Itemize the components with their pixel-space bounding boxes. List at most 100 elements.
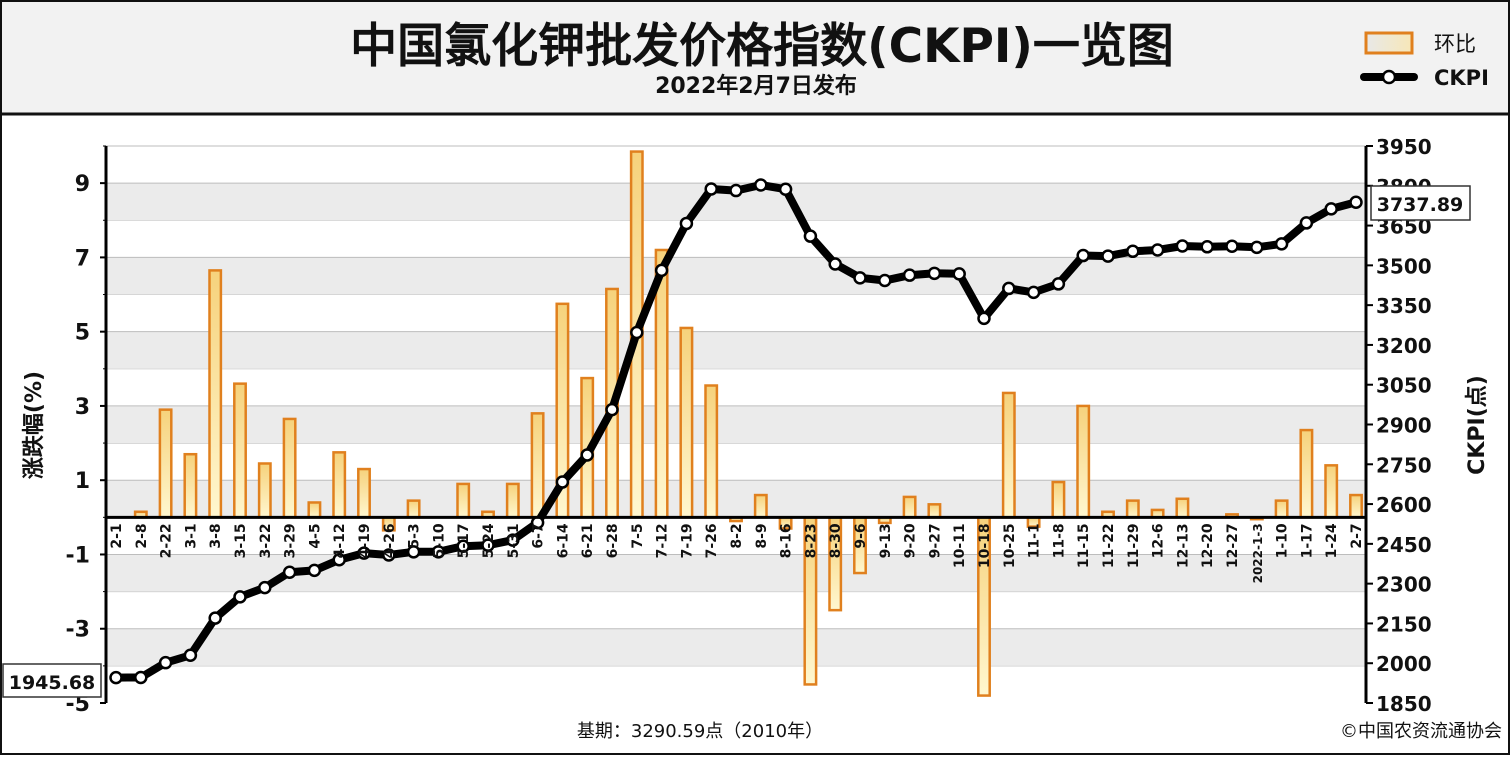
bar: [704, 384, 719, 519]
grid-band: [106, 405, 1366, 444]
chart-subtitle: 2022年2月7日发布: [655, 73, 857, 99]
x-tick-label: 2-1: [109, 523, 125, 548]
ckpi-point: [208, 611, 222, 625]
x-tick-label: 6-7: [531, 523, 547, 548]
ckpi-point: [1076, 248, 1090, 263]
y-right-tick-label: 2900: [1376, 414, 1432, 438]
ckpi-point: [729, 183, 743, 198]
x-tick-label: 6-21: [580, 523, 596, 558]
x-tick-label: 9-13: [878, 523, 894, 558]
x-tick-label: 4-12: [332, 523, 348, 558]
y-right-tick-label: 3050: [1376, 374, 1432, 398]
x-tick-label: 4-5: [307, 523, 323, 548]
line-series: [109, 178, 1363, 685]
bar: [902, 495, 917, 519]
ckpi-point: [406, 545, 421, 559]
ckpi-point: [183, 648, 198, 663]
bar: [158, 408, 173, 519]
ckpi-point: [853, 271, 867, 285]
x-tick-label: 5-3: [407, 523, 423, 548]
bar: [307, 501, 322, 519]
bar: [530, 412, 545, 519]
y-axis-left-title: 涨跌幅(%): [22, 371, 47, 479]
x-tick-label: 12-13: [1175, 523, 1191, 568]
y-right-tick-label: 3500: [1376, 254, 1432, 278]
ckpi-point: [1026, 285, 1041, 300]
ckpi-point: [1349, 195, 1363, 210]
x-tick-label: 7-26: [704, 523, 720, 558]
x-tick-label: 8-9: [754, 523, 770, 548]
ckpi-point: [233, 590, 247, 604]
first-value-label: 1945.68: [9, 672, 96, 694]
bar: [456, 482, 471, 519]
bar: [406, 499, 421, 519]
ckpi-point: [1101, 249, 1115, 263]
x-tick-label: 11-8: [1051, 523, 1067, 558]
bar: [208, 269, 223, 519]
ckpi-point: [654, 263, 669, 278]
x-tick-label: 1-10: [1275, 523, 1291, 558]
ckpi-point: [481, 538, 495, 552]
grid-band: [106, 628, 1366, 666]
ckpi-point: [1126, 244, 1140, 259]
x-tick-label: 9-20: [903, 523, 919, 558]
last-value-box: [1370, 185, 1471, 221]
ckpi-point: [1002, 281, 1016, 296]
ckpi-point: [927, 266, 942, 281]
x-tick-label: 7-19: [679, 523, 695, 558]
legend-line-label: CKPI: [1434, 66, 1489, 90]
x-tick-label: 10-11: [952, 523, 968, 568]
bar: [927, 503, 942, 519]
y-right-tick-label: 1850: [1376, 692, 1432, 716]
ckpi-point: [307, 563, 322, 578]
chart-title: 中国氯化钾批发价格指数(CKPI)一览图: [350, 19, 1174, 74]
y-left-tick-label: -3: [66, 618, 90, 643]
x-tick-label: 7-12: [655, 523, 671, 558]
copyright-note: ©中国农资流通协会: [1340, 721, 1502, 742]
x-tick-label: 6-28: [605, 523, 621, 558]
x-tick-label: 10-25: [1002, 523, 1018, 568]
y-right-tick-label: 3200: [1376, 334, 1432, 358]
bar: [1175, 497, 1190, 519]
ckpi-point: [158, 655, 173, 670]
ckpi-point: [630, 325, 644, 340]
x-tick-label: 11-29: [1126, 523, 1142, 568]
ckpi-point: [605, 402, 619, 417]
ckpi-point: [1274, 237, 1289, 251]
x-tick-label: 3-1: [183, 523, 199, 548]
x-tick-label: 5-31: [506, 523, 522, 558]
y-right-tick-label: 2000: [1376, 652, 1432, 676]
bar: [1001, 391, 1016, 519]
x-tick-label: 2022-1-3: [1251, 523, 1265, 583]
x-tick-label: 5-17: [456, 523, 472, 558]
ckpi-point: [1324, 202, 1338, 216]
x-tick-label: 8-2: [729, 523, 745, 548]
x-tick-label: 6-14: [555, 523, 571, 558]
x-tick-label: 2-22: [159, 523, 175, 558]
ckpi-point: [506, 533, 520, 547]
ckpi-point: [382, 548, 396, 562]
ckpi-point: [332, 553, 346, 567]
x-tick-label: 12-20: [1200, 523, 1216, 568]
bar: [1125, 499, 1140, 519]
x-tick-label: 12-27: [1225, 523, 1241, 568]
ckpi-point: [1150, 243, 1165, 257]
y-left-tick-label: 9: [75, 172, 90, 197]
x-tick-label: 2-8: [134, 523, 150, 548]
legend-bar-label: 环比: [1434, 32, 1476, 56]
ckpi-point: [1299, 216, 1314, 230]
ckpi-point: [1051, 277, 1066, 291]
ckpi-point: [828, 257, 842, 271]
ckpi-point: [109, 670, 123, 685]
x-tick-label: 2-7: [1349, 523, 1365, 548]
bar: [753, 493, 768, 519]
y-left-tick-label: 7: [75, 246, 90, 271]
ckpi-point: [679, 216, 694, 231]
y-left-tick-label: -1: [66, 543, 90, 568]
y-right-tick-label: 2600: [1376, 493, 1432, 517]
y-left-tick-label: 1: [75, 469, 90, 494]
x-tick-label: 8-23: [803, 523, 819, 558]
x-tick-label: 9-27: [927, 523, 943, 558]
bar: [1299, 428, 1314, 519]
ckpi-point: [134, 670, 148, 685]
